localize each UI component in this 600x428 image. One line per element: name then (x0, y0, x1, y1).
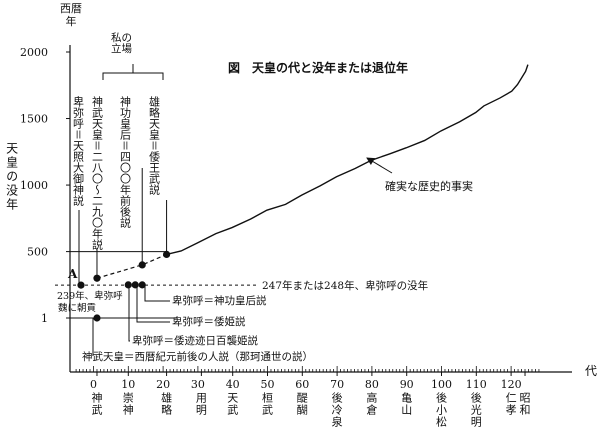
y-tick-label: 1 (41, 312, 48, 325)
ylabel-top-1: 西暦 (60, 2, 82, 15)
emperor-label: 雄略 (159, 392, 173, 416)
emperor-label: 亀山 (399, 392, 413, 416)
ylabel-top-2: 年 (66, 14, 77, 28)
emperor-label: 桓武 (260, 392, 274, 416)
emperor-label: 醍醐 (295, 392, 309, 416)
x-tick-label: 20 (156, 378, 170, 391)
my-position-label: 私の 立場 (111, 32, 132, 55)
y-tick-label: 500 (27, 246, 48, 259)
x-tick-label: 120 (501, 378, 522, 391)
emperor-label: 後冷泉 (330, 392, 344, 428)
historic-fact-label: 確実な歴史的事実 (385, 179, 473, 193)
ylabel-side: 天皇の没年 (4, 142, 19, 212)
emperor-label: 神武 (89, 392, 103, 416)
emperor-label: 仁孝 (504, 392, 518, 416)
y-tick-label: 1000 (20, 179, 48, 192)
x-tick-label: 110 (466, 378, 487, 391)
dashed-segment (96, 253, 167, 279)
data-points (77, 250, 171, 322)
x-unit-label: 代 (585, 364, 598, 378)
x-tick-label: 10 (121, 378, 135, 391)
emperor-label: 後小松 (434, 392, 448, 428)
historical-curve (166, 64, 529, 256)
emperor-label: 崇神 (121, 392, 135, 416)
x-tick-label: 60 (295, 378, 309, 391)
data-point (124, 281, 132, 289)
x-tick-label: 30 (191, 378, 205, 391)
data-point (138, 281, 146, 289)
chart-title: 図 天皇の代と没年または退位年 (228, 60, 408, 75)
x-emperor-labels (96, 372, 526, 376)
data-point (131, 281, 139, 289)
data-point (162, 250, 171, 258)
x-tick-label: 40 (226, 378, 240, 391)
x-tick-label: 90 (400, 378, 414, 391)
hypothesis-himiko-amaterasu: 卑弥呼＝天照大御神説 (71, 96, 85, 206)
x-tick-label: 100 (431, 378, 452, 391)
himiko-h3-leader (128, 285, 130, 342)
hypothesis-yuryaku-bu: 雄略天皇＝倭王武説 (147, 96, 161, 195)
position-bracket (102, 64, 164, 80)
point-a-label: A (68, 267, 78, 281)
himiko-yamatohime-label: 卑弥呼＝倭姫説 (172, 316, 246, 328)
emperor-label: 用明 (194, 392, 208, 416)
tribute-239-line1: 239年、卑弥呼 (57, 291, 123, 302)
y-tick-label: 1500 (20, 113, 48, 126)
data-point (77, 281, 85, 289)
himiko-momoso-label: 卑弥呼＝倭迹迹日百襲姫説 (132, 335, 258, 347)
tribute-239-line2: 魏に朝貢 (58, 303, 97, 314)
historic-fact-arrow (366, 157, 393, 174)
data-point (93, 274, 101, 282)
data-point (93, 314, 101, 322)
jimmu-bc-label: 神武天皇＝西暦紀元前後の人説（那珂通世の説） (82, 351, 313, 363)
himiko-death-label: 247年または248年、卑弥呼の没年 (262, 279, 428, 292)
himiko-h2-leader (136, 285, 170, 323)
himiko-h1-leader (144, 285, 170, 302)
himiko-jingu-label: 卑弥呼＝神功皇后説 (172, 295, 267, 307)
y-tick-label: 2000 (20, 46, 48, 59)
hypothesis-jingu-400: 神功皇后＝四〇〇年前後説 (118, 96, 132, 228)
x-tick-label: 50 (261, 378, 275, 391)
x-tick-label: 0 (90, 378, 97, 391)
emperor-label: 昭和 (518, 392, 532, 416)
x-tick-label: 70 (330, 378, 344, 391)
x-tick-label: 80 (365, 378, 379, 391)
emperor-label: 天武 (225, 392, 239, 416)
emperor-label: 後光明 (469, 392, 483, 428)
x-ticks: 0 10 20 30 40 50 60 70 80 90 100 110 120 (75, 366, 540, 391)
hypothesis-jimmu-280: 神武天皇＝二八〇〜二九〇年説 (90, 96, 104, 250)
emperor-label: 高倉 (364, 392, 378, 416)
data-point (138, 261, 146, 269)
